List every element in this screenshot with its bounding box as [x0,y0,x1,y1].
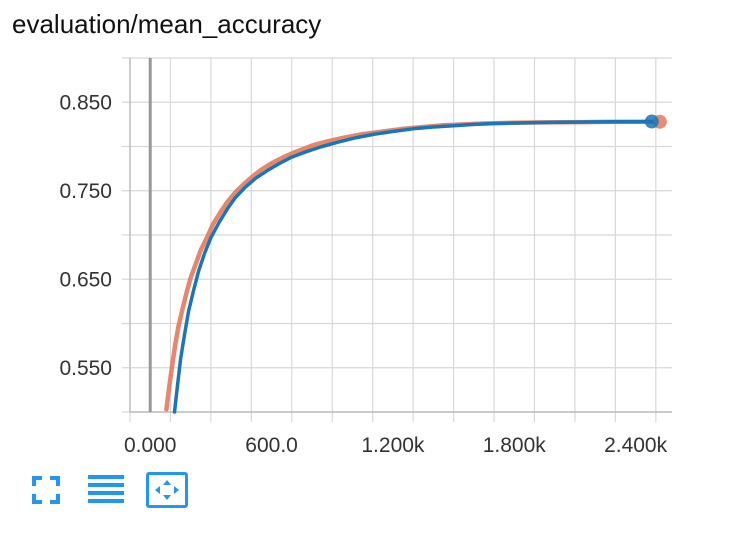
series-lines [164,114,667,414]
axes [129,58,672,413]
series-line [172,119,654,414]
series-line [164,119,659,412]
tick-labels: 0.000 600.0 1.200k 1.800k 2.400k 0.550 0.650 0.… [59,91,667,457]
x-tick-label: 2.400k [604,434,668,457]
chart-toolbar [26,472,208,508]
x-tick-label: 0.000 [124,434,177,457]
fit-domain-button[interactable] [146,472,188,508]
chart-title: evaluation/mean_accuracy [12,9,322,39]
fit-domain-icon [155,480,179,500]
x-tick-label: 1.200k [361,434,425,457]
y-tick-label: 0.550 [59,357,112,380]
x-tick-label: 1.800k [483,434,547,457]
toggle-data-list-button[interactable] [86,472,126,508]
x-tick-label: 600.0 [245,434,298,457]
series-end-marker [644,114,659,129]
y-tick-label: 0.650 [59,268,112,291]
data-list-icon [88,475,124,503]
y-tick-label: 0.750 [59,180,112,203]
y-tick-label: 0.850 [59,91,112,114]
fullscreen-icon [32,476,60,504]
toggle-fullscreen-button[interactable] [26,472,66,508]
line-chart: 0.000 600.0 1.200k 1.800k 2.400k 0.550 0.650 0.… [59,57,672,457]
